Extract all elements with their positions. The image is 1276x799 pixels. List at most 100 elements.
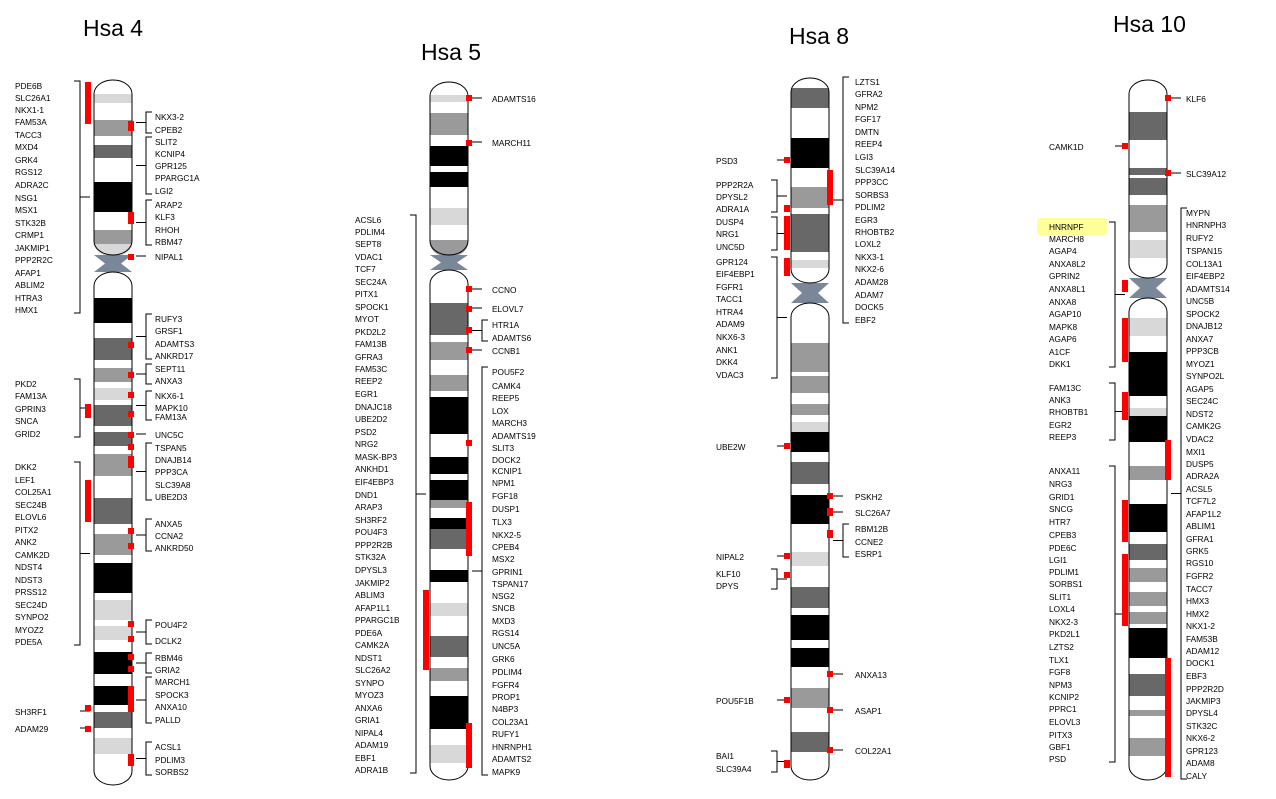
gene-label: DOCK5 [855,302,884,312]
homology-marker [466,140,472,146]
gene-label: ADAMTS19 [492,431,536,441]
gene-label: SEPT8 [355,239,382,249]
homology-marker [423,590,429,670]
gene-label: DND1 [355,490,378,500]
cytoband [1129,318,1167,336]
chromosome-panel: Hsa 4 PDE6B SLC26A1 NKX1-1 FAM53A TACC3 MXD4 GR… [15,15,200,786]
gene-label: SORBS1 [1049,579,1083,589]
homology-marker [128,543,134,549]
gene-label: PPARGC1B [355,615,400,625]
gene-label: KCNIP1 [492,466,522,476]
gene-label: NKX3-2 [155,112,184,122]
gene-label: PPP3CA [155,467,188,477]
gene-label: ADRA1B [355,765,389,775]
cytoband [430,518,468,529]
gene-label: DPYSL2 [716,192,748,202]
gene-label: EIF4EBP1 [716,269,755,279]
gene-bracket [771,256,787,379]
gene-label: PKD2 [15,379,37,389]
p-arm-outline [1128,79,1168,279]
gene-label: ANKRD50 [155,543,194,553]
gene-label: SEC24C [1186,396,1218,406]
gene-bracket [74,461,90,646]
gene-label: STK32C [1186,721,1217,731]
homology-marker [466,306,472,312]
gene-label: GPRIN1 [492,567,523,577]
gene-label: POU4F2 [155,620,188,630]
gene-label: CAMK2D [15,550,50,560]
gene-label: NRG2 [355,439,378,449]
homology-marker [128,121,134,131]
gene-label: COL22A1 [855,746,892,756]
cytoband [430,320,468,335]
gene-bracket [833,76,849,324]
cytoband [94,120,132,136]
gene-bracket [136,363,152,385]
cytoband [94,652,132,674]
gene-label: SORBS3 [855,190,889,200]
gene-label: HTRA3 [15,293,43,303]
gene-label: DUSP5 [1186,459,1214,469]
homology-marker [827,671,833,677]
gene-label: ANK3 [1049,395,1071,405]
gene-label: JAKMIP1 [15,243,50,253]
homology-marker [466,95,472,101]
cytoband [430,240,468,255]
gene-label: HTRA4 [716,307,744,317]
gene-label: PSD [1049,754,1066,764]
chromosome-title: Hsa 10 [1113,11,1186,37]
cytoband [791,495,829,524]
gene-label: NKX2-5 [492,530,521,540]
gene-label: ARAP3 [355,502,383,512]
gene-label: HNRNPH1 [492,742,532,752]
gene-label: SEC24D [15,600,47,610]
gene-label: ADRA2A [1186,471,1220,481]
gene-label: CPEB2 [155,125,183,135]
gene-label: PDE5A [15,637,43,647]
gene-label: CCNE2 [855,537,884,547]
homology-marker [784,157,790,163]
cytoband [94,94,132,103]
gene-label: PPP3CC [855,177,888,187]
homology-marker [128,666,134,672]
homology-marker [1122,318,1128,362]
gene-label: EBF3 [1186,671,1207,681]
cytoband [430,113,468,135]
homology-marker [85,82,91,124]
homology-marker [128,372,134,378]
gene-label: COL25A1 [15,487,52,497]
gene-label: SYNPO [355,678,385,688]
homology-marker [827,493,833,499]
gene-label: LGI2 [155,186,173,196]
gene-label: FGF18 [492,491,518,501]
gene-bracket [771,179,787,213]
gene-label: ABLIM2 [15,280,45,290]
homology-marker [827,530,833,538]
gene-label: REEP4 [855,139,883,149]
gene-label: RBM12B [855,524,889,534]
gene-label: NDST2 [1186,409,1214,419]
gene-label: SLC26A2 [355,665,391,675]
gene-bracket [136,390,152,421]
gene-label: DKK1 [1049,359,1071,369]
gene-label: NKX6-2 [1186,733,1215,743]
homology-marker [128,411,134,417]
chromosome-title: Hsa 4 [83,15,143,41]
gene-label: SLC39A12 [1186,169,1227,179]
gene-label: ADAMTS6 [492,333,532,343]
gene-label: DUSP4 [716,217,744,227]
homology-marker [128,254,134,260]
gene-label: ANXA7 [1186,334,1214,344]
gene-label: GFRA2 [855,89,883,99]
gene-label: FAM13A [155,412,187,422]
gene-label: ADAM9 [716,319,745,329]
gene-label: STK32B [15,218,46,228]
gene-label: AFAP1L2 [1186,509,1221,519]
gene-label: CCNB1 [492,346,521,356]
chromosome-bands [94,80,132,785]
gene-bracket [833,523,849,558]
gene-label: NDST3 [15,575,43,585]
gene-label: HMX1 [15,305,38,315]
cytoband [94,600,132,620]
gene-label: ANXA5 [155,519,183,529]
